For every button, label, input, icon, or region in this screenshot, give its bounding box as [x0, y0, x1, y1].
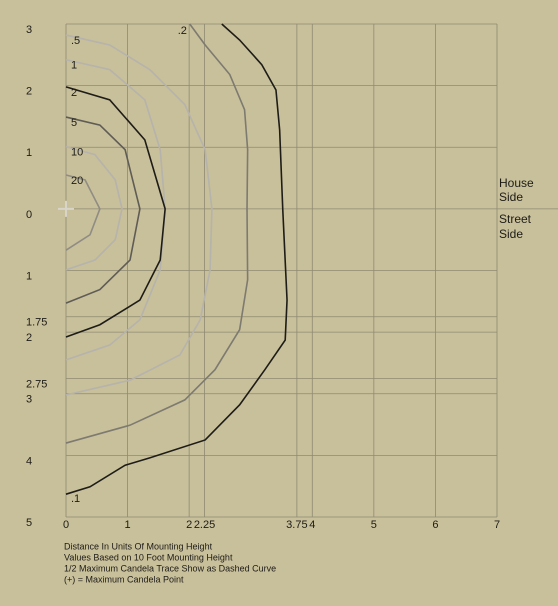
note: 1/2 Maximum Candela Trace Show as Dashed…	[64, 563, 276, 573]
y-tick-label: 1	[26, 270, 32, 282]
contour-label: .2	[178, 25, 187, 37]
x-tick-label: 0	[63, 519, 69, 531]
y-tick-label: 1	[26, 147, 32, 159]
contour-line	[65, 116, 141, 304]
max-candela-point	[58, 200, 74, 217]
y-tick-label: 3	[26, 394, 32, 406]
contour-line	[65, 23, 288, 495]
x-tick-label: 7	[494, 519, 500, 531]
x-tick-label: 3.75	[286, 519, 307, 531]
x-tick-label: 2	[186, 519, 192, 531]
y-tick-label: 2	[26, 332, 32, 344]
contour-line	[65, 34, 213, 396]
contour-label: 5	[71, 117, 77, 129]
contour-line	[65, 145, 123, 271]
contour-label: 2	[71, 87, 77, 99]
house-side-label: Side	[499, 190, 523, 204]
street-side-label: Side	[499, 227, 523, 241]
contour-label: 1	[71, 60, 77, 72]
x-tick-label: 2.25	[194, 519, 215, 531]
y-tick-label: 5	[26, 517, 32, 529]
x-tick-label: 5	[371, 519, 377, 531]
y-tick-label: 2	[26, 86, 32, 98]
y-tick-label: 0	[26, 209, 32, 221]
contour-line	[65, 86, 166, 338]
street-side-label: Street	[499, 212, 532, 226]
note: Distance In Units Of Mounting Height	[64, 541, 213, 551]
house-side-label: House	[499, 176, 534, 190]
contour-label: .1	[71, 493, 80, 505]
x-tick-label: 4	[309, 519, 315, 531]
y-tick-label: 3	[26, 24, 32, 36]
contour-line	[65, 23, 249, 444]
x-tick-label: 6	[432, 519, 438, 531]
x-tick-label: 1	[125, 519, 131, 531]
note: (+) = Maximum Candela Point	[64, 574, 184, 584]
y-tick-label: 2.75	[26, 378, 47, 390]
y-tick-label: 4	[26, 455, 32, 467]
contour-label: .5	[71, 35, 80, 47]
contour-label: 10	[71, 147, 83, 159]
contour-label: 20	[71, 175, 83, 187]
contour-line	[65, 174, 101, 251]
note: Values Based on 10 Foot Mounting Height	[64, 552, 233, 562]
y-tick-label: 1.75	[26, 317, 47, 329]
